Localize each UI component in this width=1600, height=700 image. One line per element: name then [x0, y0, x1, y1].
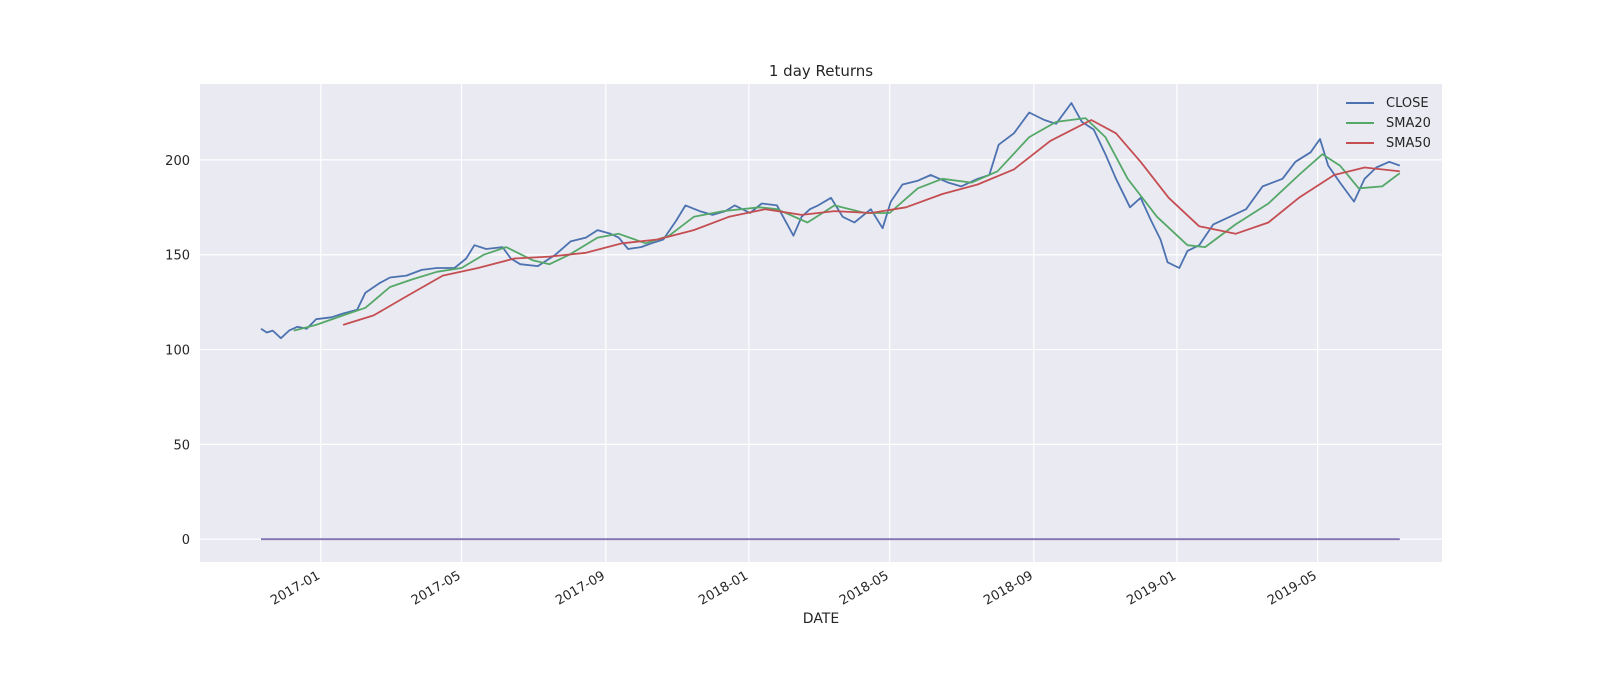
y-tick-label: 50	[173, 438, 190, 453]
x-tick-label: 2017-01	[268, 568, 323, 608]
y-tick-label: 150	[165, 249, 190, 264]
series-lines	[260, 102, 1401, 541]
y-tick-label: 100	[165, 344, 190, 359]
x-tick-label: 2019-05	[1265, 568, 1320, 608]
series-line-close	[260, 102, 1401, 340]
legend-entry: SMA50	[1386, 136, 1431, 151]
y-tick-label: 200	[165, 154, 190, 169]
plot-background	[200, 84, 1442, 562]
legend-entry: CLOSE	[1386, 96, 1429, 111]
y-tick-label: 0	[182, 533, 190, 548]
x-tick-label: 2019-01	[1124, 568, 1179, 608]
series-line-sma50	[342, 119, 1400, 326]
x-tick-label: 2018-05	[837, 568, 892, 608]
x-tick-label: 2017-09	[553, 568, 608, 608]
x-tick-label: 2018-09	[981, 568, 1036, 608]
x-axis-label: DATE	[803, 611, 839, 627]
x-tick-label: 2018-01	[696, 568, 751, 608]
legend-entry: SMA20	[1386, 116, 1431, 131]
x-tick-label: 2017-05	[409, 568, 464, 608]
chart-title: 1 day Returns	[769, 62, 873, 80]
legend: CLOSE SMA20 SMA50	[1346, 96, 1431, 151]
